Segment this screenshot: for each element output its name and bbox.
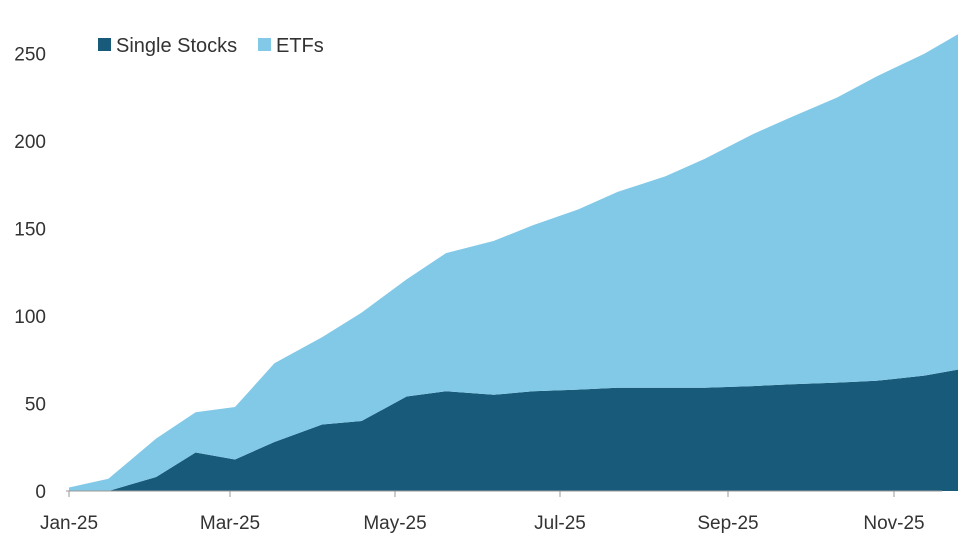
- x-tick-label: Mar-25: [200, 513, 260, 534]
- x-tick-label: May-25: [363, 513, 426, 534]
- legend-label: ETFs: [276, 35, 324, 57]
- x-tick-label: Jul-25: [534, 513, 586, 534]
- y-axis: 0 50 100 150 200 250: [14, 45, 46, 503]
- legend-item: Single Stocks: [98, 35, 237, 57]
- y-tick-label: 150: [14, 220, 46, 241]
- area-single-stocks: [69, 369, 958, 491]
- y-tick-label: 50: [25, 395, 46, 416]
- x-tick-label: Jan-25: [40, 513, 98, 534]
- x-tick-label: Nov-25: [863, 513, 924, 534]
- legend: Single Stocks ETFs: [98, 35, 324, 57]
- legend-swatch: [258, 38, 271, 51]
- legend-swatch: [98, 38, 111, 51]
- y-tick-label: 0: [35, 482, 46, 503]
- y-tick-label: 200: [14, 132, 46, 153]
- area-etfs: [69, 34, 958, 491]
- y-tick-label: 250: [14, 45, 46, 66]
- legend-item: ETFs: [258, 35, 324, 57]
- legend-label: Single Stocks: [116, 35, 237, 57]
- series-areas: [69, 34, 958, 491]
- x-axis: Jan-25 Mar-25 May-25 Jul-25 Sep-25 Nov-25: [40, 490, 942, 534]
- x-tick-label: Sep-25: [697, 513, 758, 534]
- y-tick-label: 100: [14, 307, 46, 328]
